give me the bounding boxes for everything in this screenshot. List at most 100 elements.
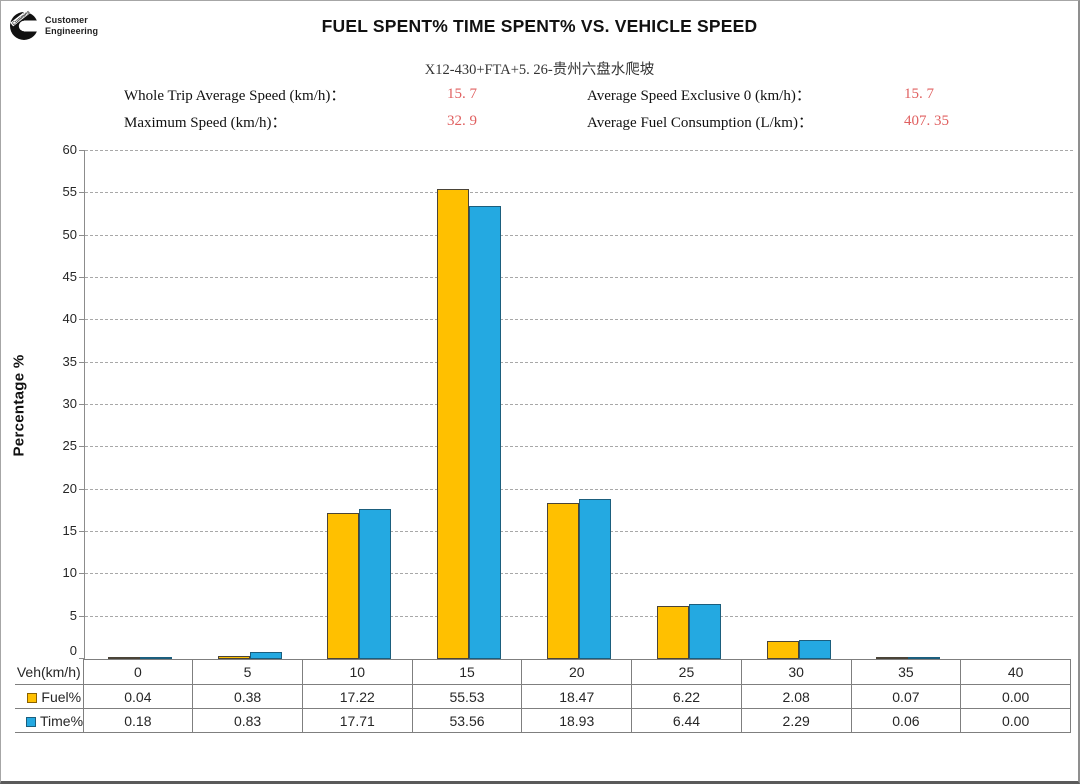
table-row-fuel: Fuel% 0.04 0.38 17.22 55.53 18.47 6.22 2.08 0.07… <box>15 684 1071 709</box>
y-tick-label-60: 60 <box>62 142 77 157</box>
y-tickmark-25 <box>79 446 85 448</box>
cell-time-0: 0.18 <box>82 708 194 733</box>
bar-fuel-30 <box>766 641 799 659</box>
gridline-20 <box>85 488 1073 490</box>
series-label-fuel: Fuel% <box>15 684 83 709</box>
bar-time-10 <box>359 509 392 659</box>
y-tick-label-0: 0 <box>69 643 77 658</box>
stat-avg-speed-exclusive-0-label: Average Speed Exclusive 0 (km/h)： <box>587 88 811 104</box>
y-tick-label-40: 40 <box>62 311 77 327</box>
legend-swatch-fuel-icon <box>27 692 38 703</box>
y-tick-label-45: 45 <box>62 269 77 284</box>
cell-fuel-15: 55.53 <box>411 684 523 709</box>
table-row-header: Veh(km/h) <box>15 659 83 685</box>
bar-fuel-5 <box>217 655 250 659</box>
gridline-30 <box>85 404 1073 405</box>
bar-fuel-35 <box>876 657 909 659</box>
cell-fuel-25: 6.22 <box>631 684 742 709</box>
cell-fuel-20: 18.47 <box>521 684 633 709</box>
y-tickmark-0 <box>79 658 85 659</box>
stat-avg-speed-exclusive-0-value: 15. 7 <box>904 86 934 102</box>
legend-swatch-time-icon <box>26 716 36 727</box>
series-label-time: Time% <box>15 708 83 733</box>
y-tick-label-5: 5 <box>69 607 77 623</box>
y-axis-line <box>84 151 85 659</box>
stat-maximum-speed-label: Maximum Speed (km/h)： <box>124 115 287 131</box>
cummins-logo: Cummins Customer Engineering <box>9 9 98 43</box>
table-col-header-15: 15 <box>411 659 523 685</box>
stat-whole-trip-avg-speed-label: Whole Trip Average Speed (km/h)： <box>124 88 346 104</box>
bar-time-0 <box>139 657 172 659</box>
gridline-40 <box>85 319 1073 321</box>
bar-time-25 <box>688 604 721 659</box>
table-col-header-0: 0 <box>82 659 194 685</box>
cell-fuel-0: 0.04 <box>82 684 194 709</box>
y-tick-label-25: 25 <box>62 438 77 454</box>
gridline-50 <box>85 234 1073 236</box>
y-tickmark-5 <box>79 615 85 617</box>
y-tick-label-35: 35 <box>62 353 77 369</box>
cell-fuel-10: 17.22 <box>301 684 413 709</box>
logo-caption-line1: Customer <box>45 15 88 25</box>
chart-title: FUEL SPENT% TIME SPENT% VS. VEHICLE SPEE… <box>321 16 758 36</box>
y-tick-label-20: 20 <box>62 480 77 496</box>
gridline-25 <box>85 446 1073 448</box>
cell-time-10: 17.71 <box>301 708 413 733</box>
gridline-35 <box>85 361 1073 363</box>
gridline-45 <box>85 277 1073 278</box>
bar-time-5 <box>249 651 282 659</box>
cell-fuel-35: 0.07 <box>850 684 962 709</box>
bar-time-20 <box>579 498 611 659</box>
cell-time-35: 0.06 <box>850 708 962 733</box>
bar-fuel-10 <box>327 513 360 659</box>
bar-time-15 <box>469 205 502 659</box>
bar-fuel-0 <box>107 657 140 659</box>
y-tick-label-10: 10 <box>62 565 77 581</box>
cell-time-15: 53.56 <box>411 708 523 733</box>
stat-avg-fuel-consumption-value: 407. 35 <box>904 113 949 129</box>
y-tickmark-60 <box>79 150 85 151</box>
table-col-header-30: 30 <box>740 659 852 685</box>
y-tickmark-20 <box>79 488 85 490</box>
stat-avg-fuel-consumption-label: Average Fuel Consumption (L/km)： <box>587 115 813 131</box>
data-table: Veh(km/h) 0 5 10 15 20 25 30 35 40 Fuel% 0.04 0.38 17… <box>15 659 1071 733</box>
bar-fuel-25 <box>656 606 689 659</box>
cell-time-5: 0.83 <box>192 708 303 733</box>
chart-subtitle: X12-430+FTA+5. 26-贵州六盘水爬坡 <box>424 62 655 78</box>
y-tickmark-10 <box>79 573 85 575</box>
cell-fuel-30: 2.08 <box>740 684 852 709</box>
plot-area <box>79 150 1073 659</box>
cell-time-40: 0.00 <box>960 708 1071 733</box>
y-tickmark-15 <box>79 531 85 532</box>
data-table-container: Veh(km/h) 0 5 10 15 20 25 30 35 40 Fuel% 0.04 0.38 17… <box>15 659 1071 733</box>
y-tick-label-15: 15 <box>62 523 77 538</box>
y-tickmark-40 <box>79 319 85 321</box>
stat-whole-trip-avg-speed-value: 15. 7 <box>447 86 477 102</box>
table-col-header-10: 10 <box>301 659 413 685</box>
gridline-60 <box>85 150 1073 151</box>
cell-time-20: 18.93 <box>521 708 633 733</box>
cell-fuel-40: 0.00 <box>960 684 1071 709</box>
y-tick-label-50: 50 <box>62 226 77 242</box>
table-col-header-25: 25 <box>631 659 742 685</box>
logo-caption-line2: Engineering <box>45 26 99 36</box>
cell-fuel-5: 0.38 <box>192 684 303 709</box>
table-col-header-20: 20 <box>521 659 633 685</box>
y-tickmark-35 <box>79 361 85 363</box>
y-axis-tick-labels: 0 5 10 15 20 25 30 35 40 45 50 55 60 <box>1 142 77 659</box>
gridline-55 <box>85 192 1073 194</box>
table-row-time: Time% 0.18 0.83 17.71 53.56 18.93 6.44 2.29 0.06… <box>15 708 1071 733</box>
table-col-header-40: 40 <box>960 659 1071 685</box>
cummins-c-icon: Cummins <box>10 9 39 40</box>
bar-fuel-15 <box>437 188 470 659</box>
y-tick-label-55: 55 <box>62 184 77 200</box>
cell-time-25: 6.44 <box>631 708 742 733</box>
y-tick-label-30: 30 <box>62 396 77 411</box>
table-col-header-35: 35 <box>850 659 962 685</box>
bar-time-35 <box>908 657 941 659</box>
logo-caption: Customer Engineering <box>45 15 98 37</box>
table-col-header-5: 5 <box>192 659 303 685</box>
bar-fuel-20 <box>547 502 579 659</box>
bar-time-30 <box>798 639 831 659</box>
